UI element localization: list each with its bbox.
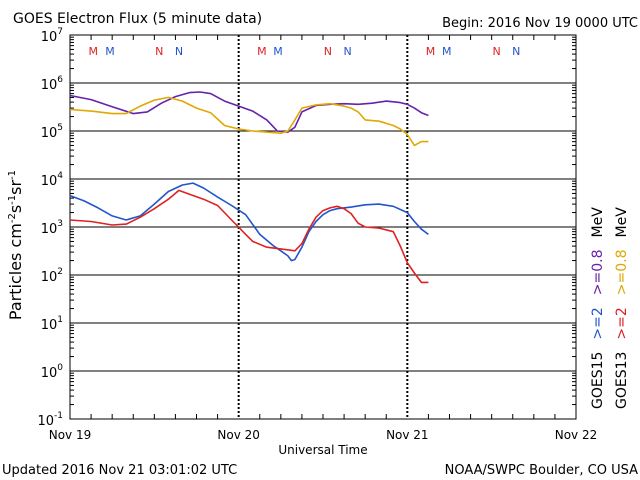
series-line [69, 96, 429, 147]
y-axis-ticks: 107 106 105 104 103 102 101 100 10-1 [37, 27, 576, 429]
legend-entry: GOES15>=2>=0.8MeV [590, 207, 606, 409]
noon-midnight-marker: N [324, 45, 332, 58]
noon-midnight-marker: N [492, 45, 500, 58]
y-tick-label: 100 [41, 363, 64, 381]
x-tick-label: Nov 20 [217, 428, 260, 442]
begin-date-label: Begin: 2016 Nov 19 0000 UTC [442, 16, 638, 31]
noon-midnight-marker: M [88, 45, 98, 58]
credit-label: NOAA/SWPC Boulder, CO USA [445, 463, 638, 478]
noon-midnight-marker: M [442, 45, 452, 58]
noon-midnight-marker: M [105, 45, 115, 58]
noon-midnight-marker: M [273, 45, 283, 58]
y-tick-label: 104 [41, 171, 64, 189]
legend: GOES15>=2>=0.8MeV GOES13>=2>=0.8MeV [590, 207, 630, 409]
y-tick-label: 10-1 [37, 411, 63, 429]
y-axis-label: Particles cm-2s-1sr-1 [6, 170, 25, 320]
x-axis-label: Universal Time [278, 443, 367, 457]
y-tick-label: 103 [41, 219, 63, 237]
y-tick-label: 107 [41, 27, 63, 45]
x-tick-label: Nov 22 [555, 428, 598, 442]
y-tick-label: 101 [41, 315, 63, 333]
series-line [69, 182, 429, 262]
x-axis-ticks: Nov 19 Nov 20 Nov 21 Nov 22 [49, 35, 598, 442]
updated-timestamp: Updated 2016 Nov 21 03:01:02 UTC [2, 463, 237, 478]
series-line [69, 189, 429, 284]
grid-layer [70, 82, 576, 372]
x-tick-label: Nov 19 [49, 428, 92, 442]
noon-midnight-marker: M [257, 45, 267, 58]
noon-midnight-marker: N [343, 45, 351, 58]
x-tick-label: Nov 21 [386, 428, 429, 442]
y-tick-label: 102 [41, 267, 63, 285]
y-tick-label: 105 [41, 123, 63, 141]
chart-title: GOES Electron Flux (5 minute data) [13, 11, 262, 27]
noon-midnight-marker: N [155, 45, 163, 58]
noon-midnight-marker: N [512, 45, 520, 58]
noon-midnight-marker: M [426, 45, 436, 58]
series-line [69, 91, 429, 133]
noon-midnight-marker: N [175, 45, 183, 58]
y-tick-label: 106 [41, 75, 64, 93]
legend-entry: GOES13>=2>=0.8MeV [614, 207, 630, 409]
series-layer [69, 91, 429, 284]
